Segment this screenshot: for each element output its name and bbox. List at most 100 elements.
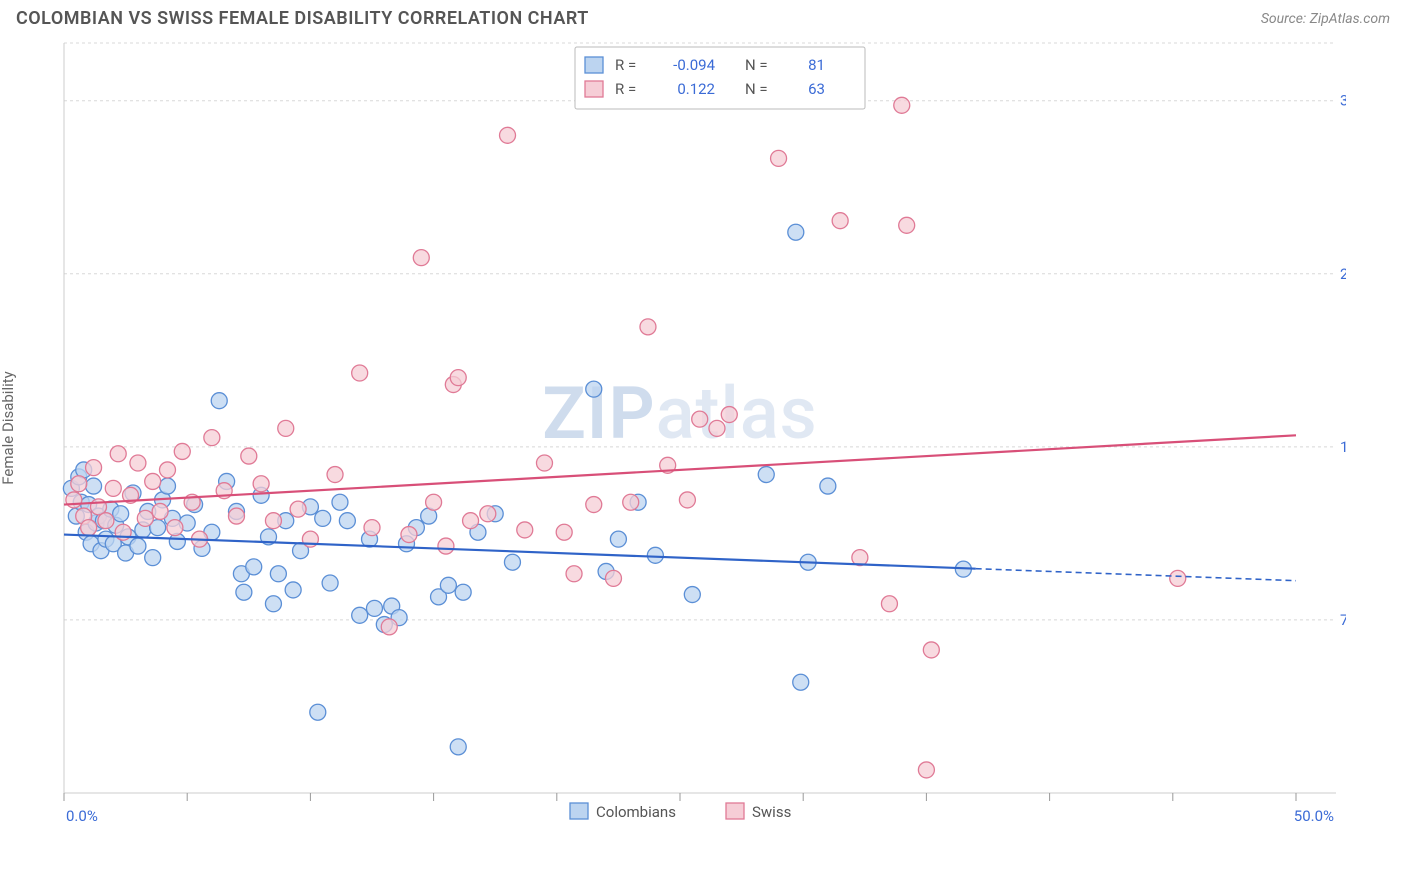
plot-area: Female Disability ZIPatlas0.0%50.0%7.5%1… <box>16 33 1390 823</box>
scatter-point-swiss <box>771 150 787 166</box>
scatter-point-swiss <box>556 524 572 540</box>
y-tick-label: 22.5% <box>1340 265 1346 283</box>
scatter-point-swiss <box>640 319 656 335</box>
scatter-point-swiss <box>253 476 269 492</box>
scatter-point-colombians <box>211 393 227 409</box>
legend-r-value: 0.122 <box>677 80 715 98</box>
scatter-point-swiss <box>152 503 168 519</box>
scatter-point-swiss <box>81 520 97 536</box>
scatter-point-swiss <box>450 370 466 386</box>
scatter-point-colombians <box>236 584 252 600</box>
scatter-point-swiss <box>899 217 915 233</box>
legend-r-label: R = <box>615 80 636 98</box>
scatter-point-colombians <box>504 554 520 570</box>
scatter-point-swiss <box>517 522 533 538</box>
scatter-point-swiss <box>463 513 479 529</box>
scatter-point-colombians <box>285 582 301 598</box>
scatter-point-swiss <box>66 492 82 508</box>
scatter-point-colombians <box>332 494 348 510</box>
scatter-point-swiss <box>174 443 190 459</box>
scatter-point-swiss <box>480 506 496 522</box>
scatter-point-colombians <box>113 506 129 522</box>
legend-r-value: -0.094 <box>673 56 715 74</box>
scatter-point-swiss <box>137 510 153 526</box>
scatter-point-colombians <box>246 559 262 575</box>
scatter-point-swiss <box>438 538 454 554</box>
scatter-point-swiss <box>241 448 257 464</box>
scatter-point-colombians <box>455 584 471 600</box>
scatter-point-swiss <box>98 513 114 529</box>
scatter-point-swiss <box>426 494 442 510</box>
legend-swatch <box>585 57 603 73</box>
scatter-point-swiss <box>167 520 183 536</box>
scatter-point-swiss <box>401 527 417 543</box>
y-tick-label: 30.0% <box>1340 92 1346 110</box>
scatter-point-swiss <box>159 462 175 478</box>
scatter-point-colombians <box>586 381 602 397</box>
scatter-point-swiss <box>918 762 934 778</box>
scatter-point-colombians <box>352 607 368 623</box>
scatter-point-swiss <box>923 642 939 658</box>
scatter-point-swiss <box>586 497 602 513</box>
scatter-point-swiss <box>500 127 516 143</box>
scatter-point-swiss <box>881 596 897 612</box>
scatter-point-swiss <box>381 619 397 635</box>
scatter-point-swiss <box>679 492 695 508</box>
chart-title: COLOMBIAN VS SWISS FEMALE DISABILITY COR… <box>16 8 589 29</box>
scatter-point-swiss <box>413 250 429 266</box>
x-tick-label: 50.0% <box>1294 807 1334 823</box>
scatter-point-swiss <box>623 494 639 510</box>
legend-swatch <box>585 81 603 97</box>
scatter-point-colombians <box>610 531 626 547</box>
source-label: Source: ZipAtlas.com <box>1261 11 1390 27</box>
scatter-chart: ZIPatlas0.0%50.0%7.5%15.0%22.5%30.0%R =-… <box>16 33 1346 823</box>
legend-bottom-swatch <box>726 803 744 819</box>
scatter-point-colombians <box>270 566 286 582</box>
y-tick-label: 7.5% <box>1340 611 1346 629</box>
scatter-point-colombians <box>86 478 102 494</box>
legend-n-label: N = <box>745 56 768 74</box>
scatter-point-swiss <box>709 420 725 436</box>
scatter-point-colombians <box>788 224 804 240</box>
scatter-point-swiss <box>265 513 281 529</box>
watermark: ZIPatlas <box>542 371 817 456</box>
scatter-point-colombians <box>793 674 809 690</box>
scatter-point-colombians <box>366 600 382 616</box>
x-tick-label: 0.0% <box>66 807 98 823</box>
scatter-point-swiss <box>721 407 737 423</box>
scatter-point-swiss <box>566 566 582 582</box>
scatter-point-colombians <box>820 478 836 494</box>
scatter-point-swiss <box>145 473 161 489</box>
title-bar: COLOMBIAN VS SWISS FEMALE DISABILITY COR… <box>0 0 1406 33</box>
scatter-point-colombians <box>647 547 663 563</box>
scatter-point-swiss <box>290 501 306 517</box>
legend-n-label: N = <box>745 80 768 98</box>
scatter-point-colombians <box>265 596 281 612</box>
scatter-point-swiss <box>105 480 121 496</box>
scatter-point-swiss <box>1170 570 1186 586</box>
scatter-point-swiss <box>110 446 126 462</box>
scatter-point-colombians <box>440 577 456 593</box>
scatter-point-swiss <box>327 467 343 483</box>
scatter-point-swiss <box>692 411 708 427</box>
scatter-point-swiss <box>71 476 87 492</box>
scatter-point-swiss <box>894 97 910 113</box>
scatter-point-swiss <box>130 455 146 471</box>
legend-n-value: 81 <box>808 56 825 74</box>
scatter-point-colombians <box>339 513 355 529</box>
scatter-point-swiss <box>832 213 848 229</box>
legend-r-label: R = <box>615 56 636 74</box>
scatter-point-swiss <box>364 520 380 536</box>
scatter-point-colombians <box>145 550 161 566</box>
scatter-point-swiss <box>228 508 244 524</box>
scatter-point-swiss <box>536 455 552 471</box>
scatter-point-swiss <box>86 460 102 476</box>
scatter-point-swiss <box>352 365 368 381</box>
scatter-point-swiss <box>278 420 294 436</box>
scatter-point-swiss <box>204 430 220 446</box>
legend-bottom-label: Swiss <box>752 803 791 821</box>
scatter-point-colombians <box>450 739 466 755</box>
scatter-point-colombians <box>310 704 326 720</box>
scatter-point-colombians <box>130 538 146 554</box>
scatter-point-swiss <box>605 570 621 586</box>
